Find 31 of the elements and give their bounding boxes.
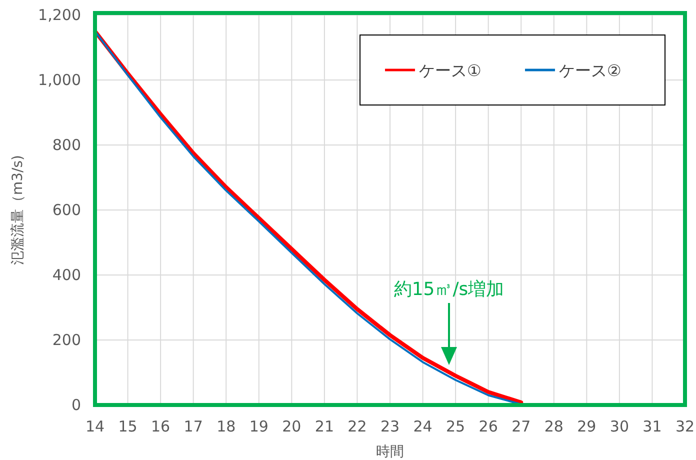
x-tick-label: 26 <box>478 418 498 436</box>
x-tick-label: 20 <box>282 418 302 436</box>
annotation: 約15㎥/s増加 <box>394 279 504 300</box>
x-tick-label: 23 <box>380 418 400 436</box>
x-tick-label: 14 <box>85 418 105 436</box>
y-tick-label: 200 <box>52 330 81 349</box>
x-tick-label: 32 <box>675 418 695 436</box>
y-tick-label: 400 <box>52 266 81 284</box>
legend-label: ケース① <box>419 61 482 80</box>
x-tick-label: 28 <box>544 418 564 436</box>
y-tick-label: 1,200 <box>38 6 81 24</box>
x-tick-label: 29 <box>577 418 596 436</box>
x-tick-label: 25 <box>446 418 466 436</box>
x-tick-label: 30 <box>610 418 629 436</box>
x-tick-label: 22 <box>348 418 367 436</box>
x-tick-label: 27 <box>512 418 531 436</box>
y-tick-label: 0 <box>71 396 81 414</box>
y-tick-label: 1,000 <box>38 70 81 89</box>
x-tick-label: 24 <box>413 418 432 436</box>
y-axis-title: 氾濫流量（m3/s) <box>10 154 26 266</box>
x-tick-label: 16 <box>151 418 170 436</box>
x-tick-label: 18 <box>216 418 236 436</box>
y-tick-label: 800 <box>52 136 81 154</box>
x-tick-label: 15 <box>118 418 138 436</box>
x-axis-title: 時間 <box>376 444 404 460</box>
x-tick-label: 21 <box>314 418 334 436</box>
x-tick-label: 19 <box>249 418 268 436</box>
x-tick-label: 17 <box>184 418 203 436</box>
y-tick-label: 600 <box>52 200 81 219</box>
x-tick-label: 31 <box>642 418 662 436</box>
legend-label: ケース② <box>559 61 622 80</box>
